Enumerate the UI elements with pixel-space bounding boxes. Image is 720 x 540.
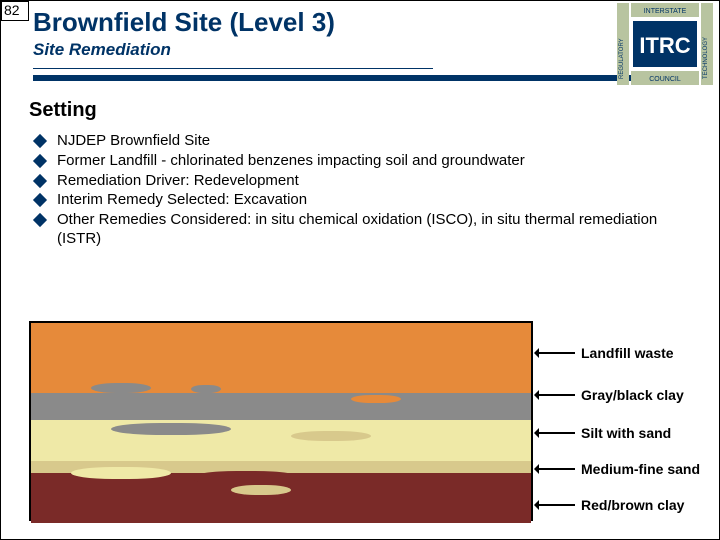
list-item: Former Landfill - chlorinated benzenes i… [35,152,691,171]
arrow-left-icon [539,432,575,434]
bullet-text: NJDEP Brownfield Site [57,132,210,149]
bullet-icon [33,173,47,187]
legend-label: Landfill waste [581,345,674,361]
bullet-icon [33,193,47,207]
arrow-left-icon [539,468,575,470]
bullet-icon [33,134,47,148]
legend-label: Silt with sand [581,425,671,441]
page-subtitle: Site Remediation [33,40,707,60]
strata-lens [71,467,171,479]
arrow-left-icon [539,504,575,506]
bullet-text: Remediation Driver: Redevelopment [57,172,299,189]
strata-lens [111,423,231,435]
strata-lens [191,385,221,393]
bullet-text: Other Remedies Considered: in situ chemi… [57,211,657,247]
strata-lens [351,395,401,403]
svg-text:ITRC: ITRC [639,33,690,58]
svg-text:REGULATORY: REGULATORY [619,38,625,79]
list-item: Interim Remedy Selected: Excavation [35,191,691,210]
bullet-icon [33,213,47,227]
list-item: NJDEP Brownfield Site [35,132,691,151]
strata-lens [191,471,301,485]
legend: Landfill waste Gray/black clay Silt with… [539,321,699,521]
arrow-left-icon [539,352,575,354]
title-underline [33,68,687,81]
bullet-text: Interim Remedy Selected: Excavation [57,191,307,208]
legend-row: Medium-fine sand [539,461,700,477]
svg-text:COUNCIL: COUNCIL [649,76,681,83]
svg-text:INTERSTATE: INTERSTATE [644,8,687,15]
legend-label: Medium-fine sand [581,461,700,477]
strata-lens [91,383,151,393]
legend-row: Red/brown clay [539,497,684,513]
layer-gray-black-clay [31,393,531,423]
arrow-left-icon [539,394,575,396]
slide: 82 Brownfield Site (Level 3) Site Remedi… [0,0,720,540]
list-item: Remediation Driver: Redevelopment [35,172,691,191]
bullet-text: Former Landfill - chlorinated benzenes i… [57,152,525,169]
strata-lens [231,485,291,495]
bullet-icon [33,154,47,168]
bullet-list: NJDEP Brownfield Site Former Landfill - … [29,132,691,249]
header: Brownfield Site (Level 3) Site Remediati… [1,1,719,60]
svg-text:TECHNOLOGY: TECHNOLOGY [703,37,709,79]
legend-row: Gray/black clay [539,387,684,403]
section-heading: Setting [29,99,691,122]
strata-box [29,321,533,521]
list-item: Other Remedies Considered: in situ chemi… [35,211,691,249]
strata-lens [291,431,371,441]
legend-row: Silt with sand [539,425,671,441]
legend-row: Landfill waste [539,345,674,361]
strata-diagram: Landfill waste Gray/black clay Silt with… [29,321,693,521]
page-title: Brownfield Site (Level 3) [33,7,707,38]
legend-label: Gray/black clay [581,387,684,403]
content: Setting NJDEP Brownfield Site Former Lan… [1,81,719,249]
layer-silt-with-sand [31,420,531,464]
legend-label: Red/brown clay [581,497,684,513]
itrc-logo: REGULATORY TECHNOLOGY INTERSTATE COUNCIL… [617,3,713,85]
